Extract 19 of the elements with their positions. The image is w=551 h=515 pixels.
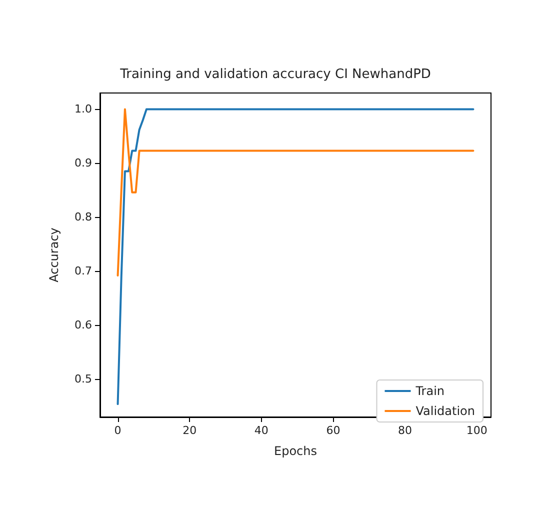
- y-tick-label: 0.8: [74, 210, 92, 224]
- x-tick-label: 40: [254, 424, 268, 437]
- line-series: [116, 108, 474, 406]
- chart-title: Training and validation accuracy CI NewhandPD: [119, 67, 431, 82]
- x-tick-label: 20: [182, 424, 197, 437]
- x-axis-title: Epochs: [274, 444, 317, 458]
- y-axis-title: Accuracy: [47, 228, 61, 282]
- y-tick-label: 0.9: [74, 156, 92, 170]
- x-tick-label: 0: [114, 424, 122, 437]
- x-tick-label: 60: [326, 424, 340, 437]
- y-tick-label: 0.5: [74, 372, 92, 386]
- legend-label: Train: [414, 384, 445, 398]
- x-tick-label: 80: [398, 424, 412, 437]
- line-series: [116, 108, 474, 277]
- x-tick-label: 100: [466, 424, 488, 437]
- legend-label: Validation: [416, 404, 476, 418]
- y-tick-label: 0.7: [74, 264, 92, 278]
- y-tick-label: 0.6: [74, 318, 92, 332]
- y-tick-label: 1.0: [74, 102, 92, 116]
